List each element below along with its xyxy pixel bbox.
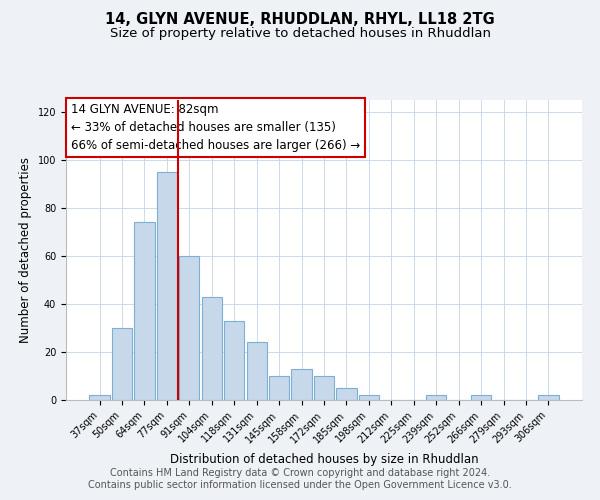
Bar — [112, 328, 132, 400]
Bar — [247, 342, 267, 400]
Bar — [202, 297, 222, 400]
Bar — [314, 376, 334, 400]
Text: Contains public sector information licensed under the Open Government Licence v3: Contains public sector information licen… — [88, 480, 512, 490]
Bar — [337, 388, 356, 400]
Bar — [224, 321, 244, 400]
Bar — [359, 395, 379, 400]
Text: Size of property relative to detached houses in Rhuddlan: Size of property relative to detached ho… — [110, 28, 491, 40]
Text: Contains HM Land Registry data © Crown copyright and database right 2024.: Contains HM Land Registry data © Crown c… — [110, 468, 490, 477]
Bar — [269, 376, 289, 400]
Bar — [89, 395, 110, 400]
Bar — [292, 369, 311, 400]
Y-axis label: Number of detached properties: Number of detached properties — [19, 157, 32, 343]
Bar — [538, 395, 559, 400]
Bar — [426, 395, 446, 400]
Text: 14 GLYN AVENUE: 82sqm
← 33% of detached houses are smaller (135)
66% of semi-det: 14 GLYN AVENUE: 82sqm ← 33% of detached … — [71, 103, 361, 152]
X-axis label: Distribution of detached houses by size in Rhuddlan: Distribution of detached houses by size … — [170, 453, 478, 466]
Text: 14, GLYN AVENUE, RHUDDLAN, RHYL, LL18 2TG: 14, GLYN AVENUE, RHUDDLAN, RHYL, LL18 2T… — [105, 12, 495, 28]
Bar — [179, 256, 199, 400]
Bar — [471, 395, 491, 400]
Bar — [134, 222, 155, 400]
Bar — [157, 172, 177, 400]
